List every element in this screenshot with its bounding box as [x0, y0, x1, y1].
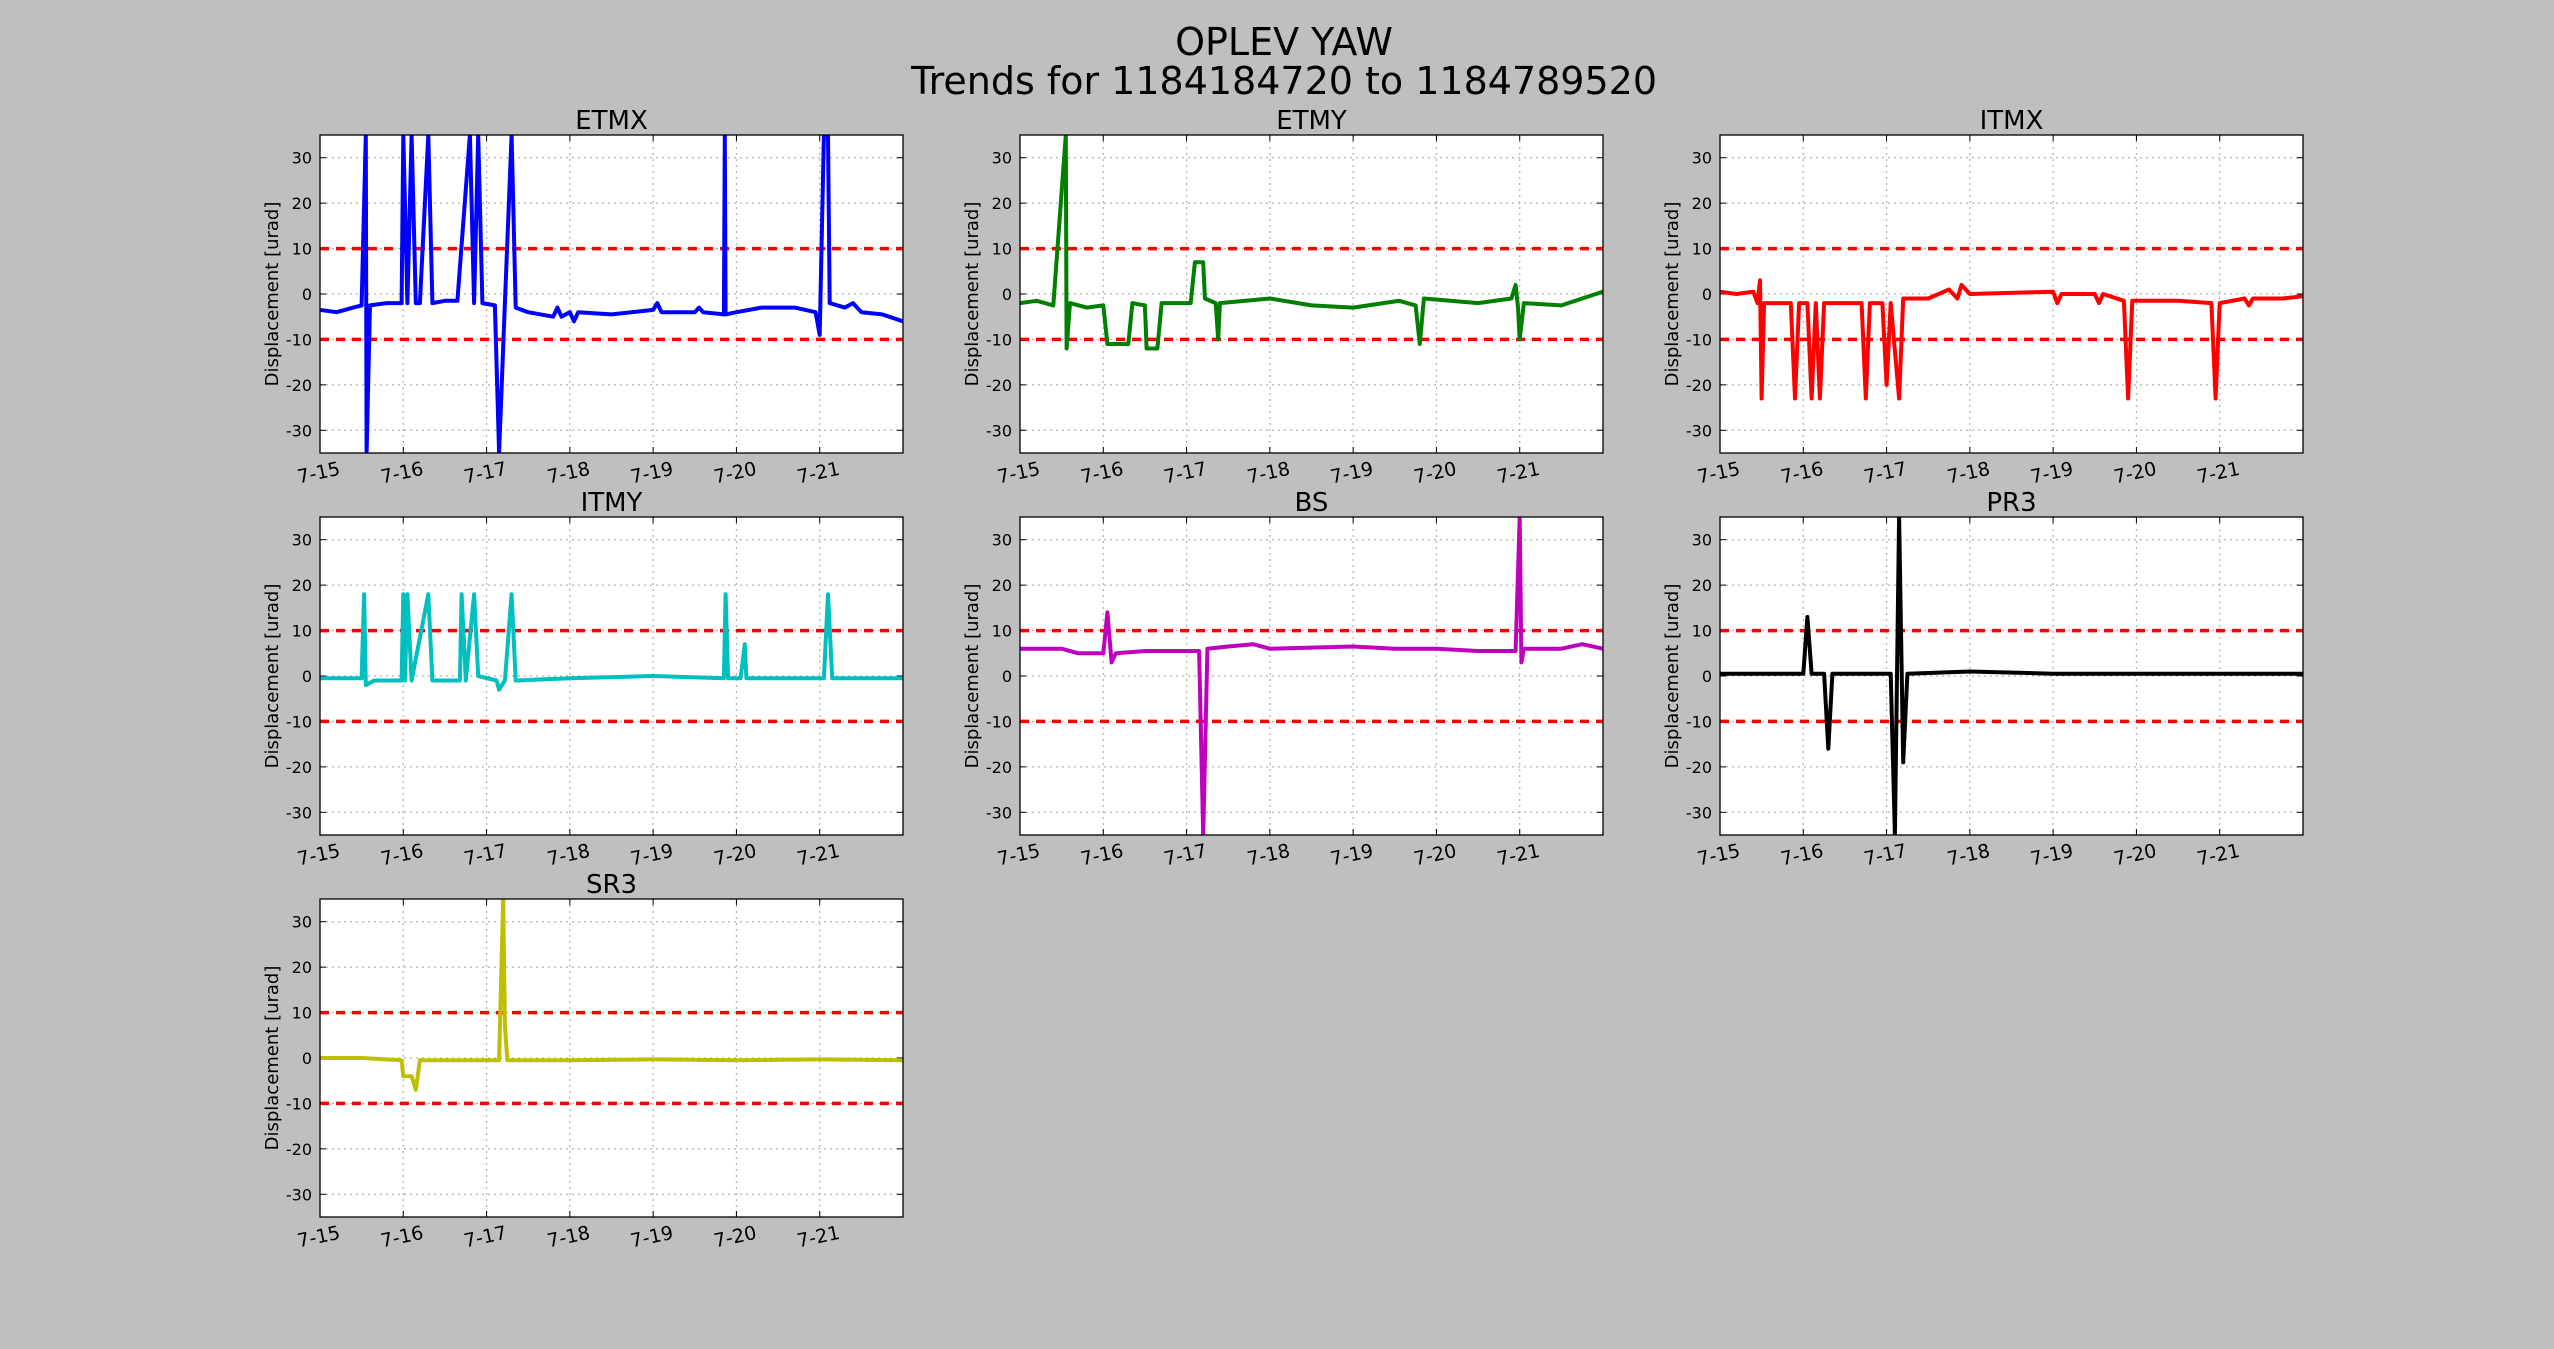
y-tick-label: 10 [1692, 622, 1712, 641]
series-line-pr3 [1720, 517, 2303, 835]
y-tick-label: -10 [986, 330, 1012, 349]
y-tick-label: 0 [1002, 285, 1012, 304]
y-tick-label: -10 [286, 1094, 312, 1113]
y-tick-label: -10 [1686, 712, 1712, 731]
subplot-title: ITMY [581, 488, 643, 518]
plot-frame [319, 516, 904, 836]
y-tick-label: 10 [292, 622, 312, 641]
subplot-title: BS [1295, 488, 1329, 518]
series-line-etmx [320, 135, 903, 453]
y-tick-label: 10 [292, 1004, 312, 1023]
y-tick-label: 0 [1702, 285, 1712, 304]
plot-area [1020, 517, 1603, 835]
y-tick-label: 20 [292, 194, 312, 213]
y-tick-label: 0 [302, 667, 312, 686]
y-tick-label: 20 [1692, 576, 1712, 595]
y-tick-label: 10 [992, 622, 1012, 641]
y-tick-label: 30 [1692, 149, 1712, 168]
y-tick-label: 0 [302, 285, 312, 304]
y-axis-label: Displacement [urad] [1662, 202, 1683, 387]
y-tick-label: 10 [992, 240, 1012, 259]
subplot-title: SR3 [586, 870, 637, 900]
y-tick-label: 30 [292, 149, 312, 168]
y-tick-label: 30 [1692, 531, 1712, 550]
figure-title: OPLEV YAW [1175, 20, 1393, 64]
subplot-etmy: 7-15 7-16 7-17 7-18 7-19 7-20 7-213020100-10-2… [962, 106, 1604, 488]
series-line-etmy [1020, 135, 1603, 351]
subplot-bs: 7-15 7-16 7-17 7-18 7-19 7-20 7-213020100-10-2… [962, 488, 1604, 870]
y-tick-label: 30 [292, 531, 312, 550]
y-tick-label: -10 [1686, 330, 1712, 349]
y-tick-label: 20 [292, 958, 312, 977]
y-tick-label: 20 [292, 576, 312, 595]
y-tick-label: 30 [992, 531, 1012, 550]
subplot-title: ETMX [575, 106, 648, 136]
y-tick-label: 10 [292, 240, 312, 259]
y-tick-label: -30 [286, 1185, 312, 1204]
y-tick-label: -20 [1686, 376, 1712, 395]
series-line-itmx [1720, 278, 2303, 401]
plot-frame [1019, 516, 1604, 836]
series-line-bs [1020, 517, 1603, 835]
subplot-title: PR3 [1986, 488, 2036, 518]
y-tick-label: -20 [986, 376, 1012, 395]
y-tick-label: 30 [292, 913, 312, 932]
subplot-sr3: 7-15 7-16 7-17 7-18 7-19 7-20 7-213020100-10-2… [262, 870, 904, 1252]
series-line-sr3 [320, 899, 903, 1092]
y-tick-label: -30 [286, 421, 312, 440]
subplot-title: ITMX [1980, 106, 2044, 136]
plot-frame [319, 134, 904, 454]
y-axis-label: Displacement [urad] [962, 202, 983, 387]
y-tick-label: -30 [986, 421, 1012, 440]
series-line-itmy [320, 592, 903, 692]
subplot-pr3: 7-15 7-16 7-17 7-18 7-19 7-20 7-213020100-10-2… [1662, 488, 2304, 870]
plot-frame [1719, 516, 2304, 836]
y-tick-label: -10 [286, 330, 312, 349]
y-tick-label: 10 [1692, 240, 1712, 259]
y-tick-label: -20 [286, 1140, 312, 1159]
plot-frame [319, 898, 904, 1218]
subplot-grid: 7-15 7-16 7-17 7-18 7-19 7-20 7-213020100-10-2… [262, 106, 2304, 1252]
y-tick-label: 0 [302, 1049, 312, 1068]
y-tick-label: 30 [992, 149, 1012, 168]
y-tick-label: 20 [992, 194, 1012, 213]
y-tick-label: -30 [986, 803, 1012, 822]
y-axis-label: Displacement [urad] [262, 584, 283, 769]
y-axis-label: Displacement [urad] [262, 202, 283, 387]
y-tick-label: -10 [286, 712, 312, 731]
plot-area [1720, 517, 2303, 835]
y-tick-label: -20 [1686, 758, 1712, 777]
y-tick-label: 0 [1702, 667, 1712, 686]
y-tick-label: -20 [286, 376, 312, 395]
y-tick-label: -10 [986, 712, 1012, 731]
y-tick-label: -30 [1686, 803, 1712, 822]
y-axis-label: Displacement [urad] [1662, 584, 1683, 769]
subplot-itmx: 7-15 7-16 7-17 7-18 7-19 7-20 7-213020100-10-2… [1662, 106, 2304, 488]
plot-frame [1019, 134, 1604, 454]
subplot-itmy: 7-15 7-16 7-17 7-18 7-19 7-20 7-213020100-10-2… [262, 488, 904, 870]
y-tick-label: -30 [1686, 421, 1712, 440]
figure-subtitle: Trends for 1184184720 to 1184789520 [910, 59, 1657, 103]
subplot-etmx: 7-15 7-16 7-17 7-18 7-19 7-20 7-213020100-10-2… [262, 106, 904, 488]
subplot-title: ETMY [1276, 106, 1347, 136]
y-tick-label: 20 [1692, 194, 1712, 213]
y-tick-label: -20 [986, 758, 1012, 777]
y-tick-label: -30 [286, 803, 312, 822]
y-axis-label: Displacement [urad] [262, 966, 283, 1151]
plot-frame [1719, 134, 2304, 454]
y-tick-label: 20 [992, 576, 1012, 595]
y-tick-label: -20 [286, 758, 312, 777]
y-axis-label: Displacement [urad] [962, 584, 983, 769]
y-tick-label: 0 [1002, 667, 1012, 686]
